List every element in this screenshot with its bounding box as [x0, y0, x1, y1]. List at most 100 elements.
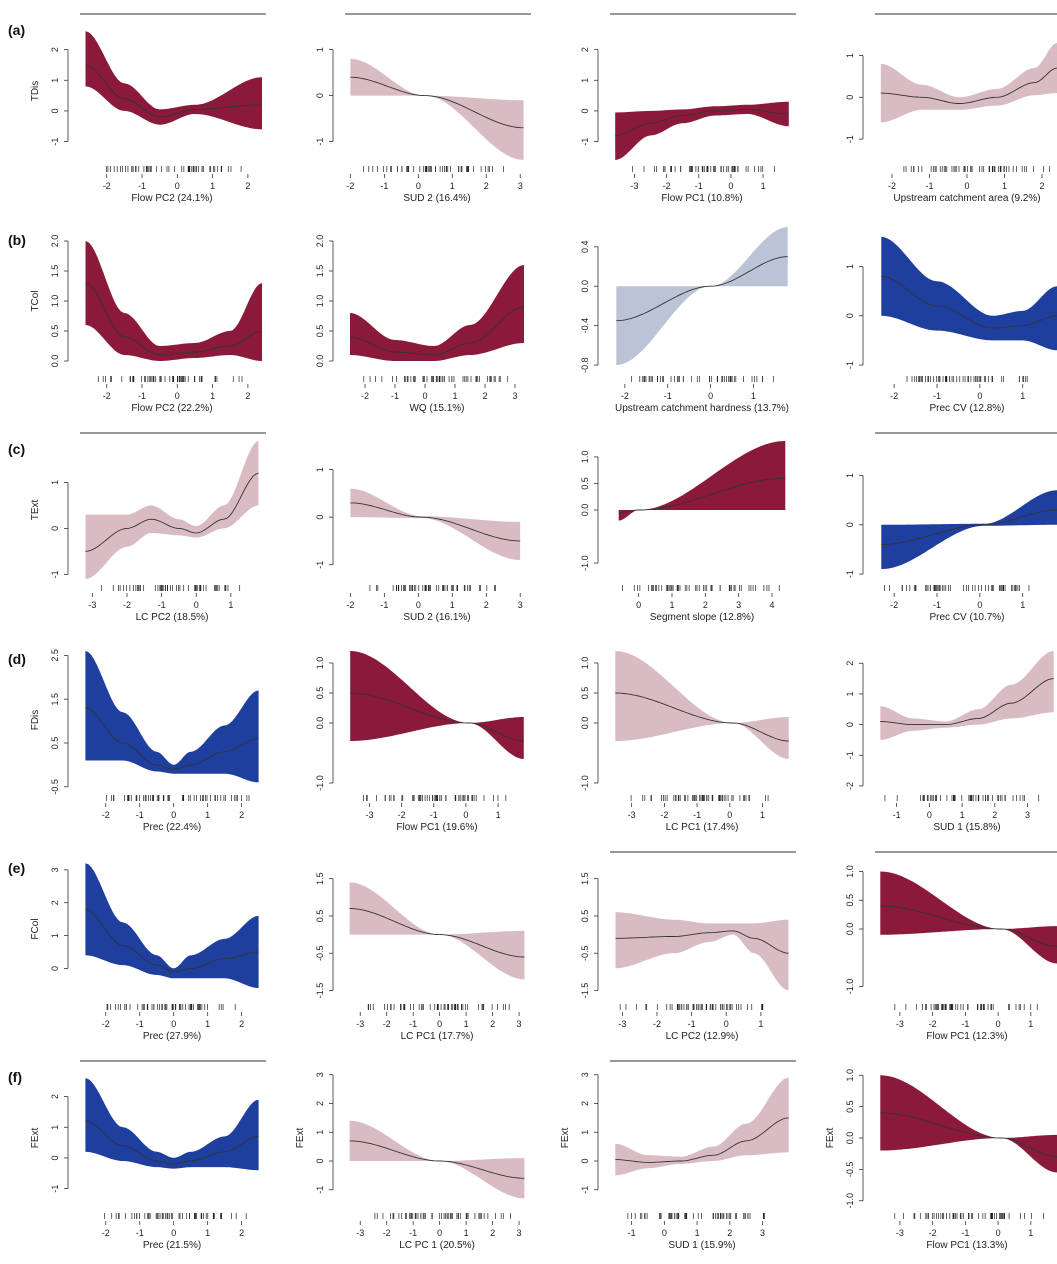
x-tick-label: 1 — [1028, 1228, 1033, 1238]
panel-plot: -1.0 0.0 0.5 1.0 0 1 2 3 4 — [580, 441, 786, 610]
y-tick-label: 1 — [580, 1130, 590, 1135]
row-label: (c) — [8, 441, 26, 457]
y-tick-label: 2 — [315, 1101, 325, 1106]
x-tick-label: 2 — [1039, 181, 1044, 191]
y-tick-label: 2 — [580, 1101, 590, 1106]
x-tick-label: 1 — [205, 1019, 210, 1029]
gam-panel: -1 0 1 2 TDis -2 -1 0 1 2 Flow PC2 (24.1%) — [20, 8, 284, 217]
gam-panel: -0.8 -0.4 0.0 0.4 -2 -1 0 1 Upstream catchment h… — [550, 218, 814, 427]
x-tick-label: -1 — [893, 810, 901, 820]
fitted-line — [350, 502, 521, 542]
x-tick-label: 1 — [669, 600, 674, 610]
x-tick-label: -2 — [103, 181, 111, 191]
x-tick-label: 3 — [512, 391, 517, 401]
x-tick-label: 1 — [695, 1228, 700, 1238]
x-tick-label: 2 — [490, 1019, 495, 1029]
y-tick-label: 1 — [50, 480, 60, 485]
x-axis-label: Flow PC2 (22.2%) — [131, 403, 213, 414]
x-tick-label: 1 — [760, 810, 765, 820]
x-tick-label: -2 — [361, 391, 369, 401]
panel-plot: -1 0 1 -2 -1 0 1 2 3 — [315, 13, 531, 191]
x-tick-label: 0 — [437, 1019, 442, 1029]
x-tick-label: 1 — [210, 391, 215, 401]
rug-marks — [369, 585, 496, 591]
fitted-line — [85, 707, 259, 770]
panel-plot: -0.8 -0.4 0.0 0.4 -2 -1 0 1 — [580, 227, 788, 401]
x-tick-label: 0 — [422, 391, 427, 401]
y-axis-label: TExt — [30, 500, 41, 521]
x-tick-label: -1 — [628, 1228, 636, 1238]
rug-marks — [104, 1213, 247, 1219]
y-tick-label: 0 — [315, 93, 325, 98]
x-tick-label: -1 — [695, 181, 703, 191]
y-tick-label: 0.5 — [315, 687, 325, 700]
x-tick-label: 2 — [239, 1019, 244, 1029]
x-tick-label: -1 — [158, 600, 166, 610]
gam-panel: -1 0 1 TExt -3 -2 -1 0 1 LC PC2 (18.5%) — [20, 427, 284, 636]
y-tick-label: 1.0 — [50, 295, 60, 308]
x-tick-label: 2 — [703, 600, 708, 610]
y-tick-label: 0 — [845, 722, 855, 727]
confidence-band — [350, 58, 524, 160]
x-tick-label: 0 — [662, 1228, 667, 1238]
x-tick-label: 3 — [1025, 810, 1030, 820]
x-tick-label: -1 — [136, 810, 144, 820]
x-tick-label: -1 — [925, 181, 933, 191]
x-axis-label: SUD 1 (15.9%) — [668, 1240, 736, 1251]
y-tick-label: -1 — [845, 570, 855, 578]
y-tick-label: 1 — [580, 78, 590, 83]
x-tick-label: -2 — [346, 600, 354, 610]
y-tick-label: 0 — [50, 1155, 60, 1160]
x-tick-label: 0 — [964, 181, 969, 191]
x-tick-label: 0 — [977, 391, 982, 401]
fitted-line — [85, 282, 263, 356]
y-tick-label: 0.0 — [315, 717, 325, 730]
x-tick-label: 3 — [518, 181, 523, 191]
gam-panel: -1.0 0.0 0.5 1.0 0 1 2 3 4 Segment slope (12.8%) — [550, 427, 814, 636]
x-tick-label: -2 — [663, 181, 671, 191]
gam-panel: -1.0 0.0 0.5 1.0 -3 -2 -1 0 1 LC PC1 (17.4%) — [550, 637, 814, 846]
rug-marks — [632, 166, 775, 172]
y-tick-label: -0.4 — [580, 318, 590, 334]
y-tick-label: 1 — [50, 1125, 60, 1130]
x-axis-label: LC PC1 (17.7%) — [400, 1031, 474, 1042]
fitted-line — [615, 930, 789, 954]
y-axis-label: FExt — [295, 1128, 306, 1149]
fitted-line — [615, 1117, 789, 1163]
fitted-line — [616, 256, 788, 322]
fitted-line — [349, 1140, 525, 1179]
fitted-line — [881, 275, 1057, 329]
y-tick-label: 1 — [315, 47, 325, 52]
x-tick-label: -3 — [356, 1228, 364, 1238]
x-tick-label: 2 — [484, 600, 489, 610]
x-tick-label: 1 — [452, 391, 457, 401]
confidence-band — [880, 1075, 1057, 1173]
x-tick-label: 0 — [171, 1019, 176, 1029]
fitted-line — [615, 692, 789, 742]
gam-panel: -1.0 0.0 0.5 1.0 -3 -2 -1 0 1 Flow PC1 (12.3%) — [815, 846, 1057, 1055]
x-tick-label: 0 — [636, 600, 641, 610]
x-tick-label: 1 — [464, 1019, 469, 1029]
x-tick-label: -2 — [929, 1019, 937, 1029]
x-tick-label: 1 — [1020, 391, 1025, 401]
panel-plot: 0 1 2 3 FCol -2 -1 0 1 2 — [30, 863, 259, 1029]
x-tick-label: -1 — [693, 810, 701, 820]
x-tick-label: -3 — [896, 1019, 904, 1029]
x-tick-label: 1 — [758, 1019, 763, 1029]
x-tick-label: -1 — [430, 810, 438, 820]
rug-marks — [906, 376, 1028, 382]
x-tick-label: 2 — [727, 1228, 732, 1238]
y-axis-label: FExt — [825, 1128, 836, 1149]
panel-plot: -1.5 -0.5 0.5 1.5 -3 -2 -1 0 1 — [580, 851, 796, 1029]
fitted-line — [618, 477, 786, 514]
x-axis-label: Prec CV (12.8%) — [929, 403, 1005, 414]
y-tick-label: 3 — [315, 1072, 325, 1077]
panel-plot: -2 -1 0 1 2 -1 0 1 2 3 — [845, 651, 1054, 820]
y-tick-label: -0.5 — [50, 779, 60, 795]
panel-plot: -1 0 1 2 TDis -2 -1 0 1 2 — [30, 13, 266, 191]
confidence-band — [616, 227, 788, 366]
x-tick-label: 1 — [210, 181, 215, 191]
x-tick-label: -1 — [136, 1228, 144, 1238]
x-tick-label: 1 — [1002, 181, 1007, 191]
